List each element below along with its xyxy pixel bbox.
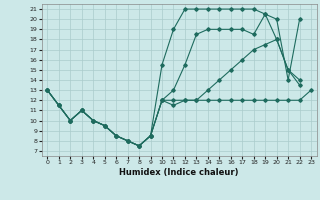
X-axis label: Humidex (Indice chaleur): Humidex (Indice chaleur): [119, 168, 239, 177]
